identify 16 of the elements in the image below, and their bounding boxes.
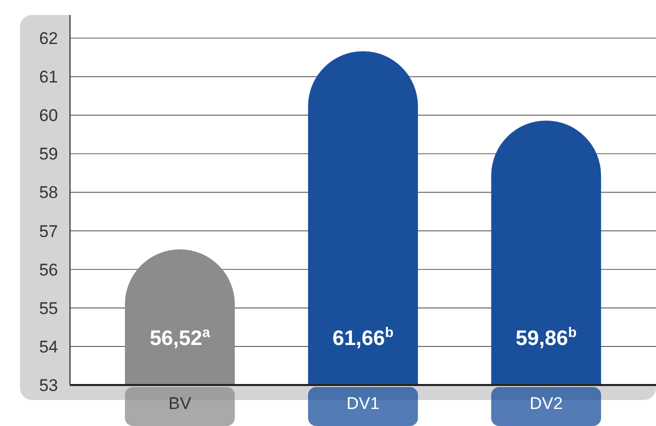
y-tick-label: 56 xyxy=(39,260,58,280)
x-tick-label: BV xyxy=(168,394,192,413)
x-tick-label: DV2 xyxy=(530,394,563,413)
y-tick-label: 54 xyxy=(39,337,58,356)
data-label: 61,66$^{b}$ xyxy=(332,324,394,350)
y-tick-label: 60 xyxy=(39,106,58,126)
y-tick-label: 62 xyxy=(39,29,58,48)
y-tick-label: 58 xyxy=(39,183,58,202)
data-label: 59,86$^{b}$ xyxy=(516,324,577,350)
x-tick-label: DV1 xyxy=(346,394,380,413)
y-tick-label: 59 xyxy=(39,144,58,164)
y-tick-label: 61 xyxy=(39,68,58,87)
data-label: 56,52$^{a}$ xyxy=(150,324,210,350)
y-tick-label: 57 xyxy=(39,222,58,241)
y-tick-label: 53 xyxy=(39,376,58,395)
y-tick-label: 55 xyxy=(39,298,58,318)
